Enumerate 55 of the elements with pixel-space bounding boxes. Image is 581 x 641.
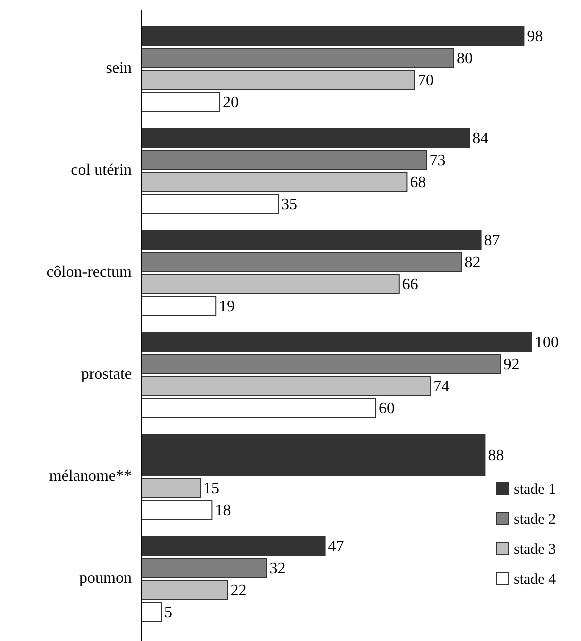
bar bbox=[142, 172, 408, 192]
data-label: 35 bbox=[282, 196, 298, 214]
data-label: 47 bbox=[328, 538, 344, 556]
data-label: 70 bbox=[418, 72, 434, 90]
bar bbox=[142, 70, 416, 90]
data-label: 100 bbox=[535, 334, 559, 352]
bar bbox=[142, 558, 268, 578]
data-label: 15 bbox=[204, 480, 220, 498]
data-label: 80 bbox=[457, 50, 473, 68]
y-tick-label: poumon bbox=[80, 570, 132, 587]
data-label: 60 bbox=[379, 400, 395, 418]
data-label: 20 bbox=[223, 94, 239, 112]
data-label: 92 bbox=[504, 356, 520, 374]
data-label: 87 bbox=[484, 232, 500, 250]
bar bbox=[142, 274, 400, 294]
data-label: 22 bbox=[230, 582, 247, 600]
bar bbox=[142, 500, 213, 520]
data-label: 74 bbox=[434, 378, 450, 396]
y-tick-label: côlon-rectum bbox=[46, 264, 133, 281]
legend-label: stade 2 bbox=[514, 512, 556, 528]
bar bbox=[142, 48, 454, 68]
data-label: 19 bbox=[219, 298, 236, 316]
legend-label: stade 3 bbox=[514, 542, 556, 558]
data-label: 73 bbox=[430, 152, 446, 170]
bar bbox=[142, 602, 162, 622]
bar bbox=[142, 296, 217, 316]
data-label: 5 bbox=[164, 604, 172, 622]
bar bbox=[142, 536, 326, 556]
data-label: 18 bbox=[215, 502, 232, 520]
bar bbox=[142, 128, 470, 148]
bar bbox=[142, 150, 428, 170]
data-label: 66 bbox=[402, 276, 418, 294]
y-tick-label: mélanome** bbox=[49, 468, 132, 485]
data-label: 32 bbox=[270, 560, 286, 578]
bar bbox=[142, 26, 525, 46]
bar bbox=[142, 376, 432, 396]
bar bbox=[142, 252, 462, 272]
y-tick-label: sein bbox=[106, 60, 132, 77]
data-label: 84 bbox=[472, 130, 489, 148]
y-tick-label: col utérin bbox=[71, 162, 132, 179]
bar bbox=[142, 478, 201, 498]
data-label: 98 bbox=[527, 28, 544, 46]
data-label: 88 bbox=[488, 448, 504, 464]
data-label: 82 bbox=[464, 254, 481, 272]
bar bbox=[142, 354, 502, 374]
legend-label: stade 4 bbox=[514, 572, 557, 588]
data-label: 68 bbox=[410, 174, 426, 192]
y-tick-label: prostate bbox=[81, 366, 132, 383]
bar bbox=[142, 92, 220, 112]
bar bbox=[142, 398, 376, 418]
bar bbox=[142, 580, 228, 600]
legend-label: stade 1 bbox=[514, 482, 556, 498]
bar bbox=[142, 230, 482, 250]
bar bbox=[142, 194, 279, 214]
bar bbox=[142, 332, 532, 352]
